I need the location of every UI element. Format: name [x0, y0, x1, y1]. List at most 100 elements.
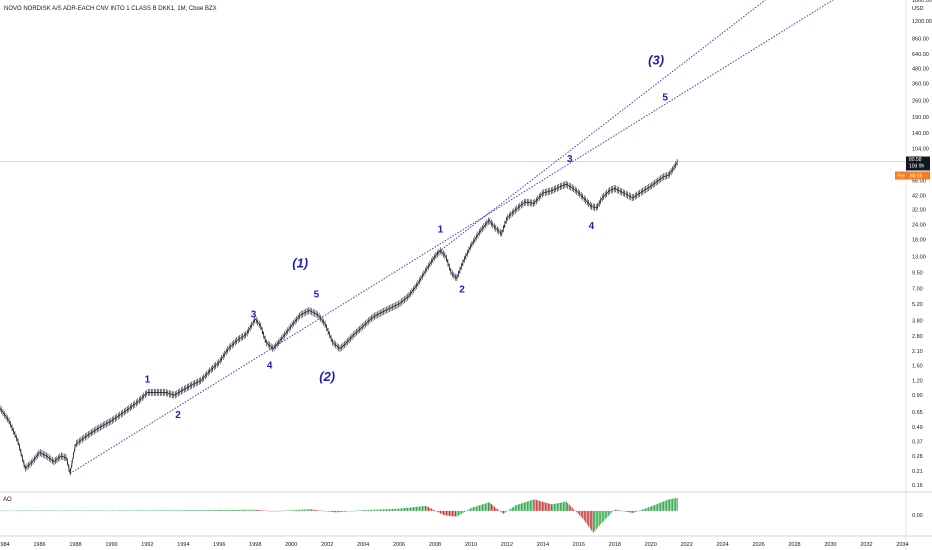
ao-bar [570, 506, 572, 511]
y-tick-label: 0.21 [912, 469, 923, 475]
ao-bar [558, 503, 560, 511]
ao-bar [395, 508, 396, 511]
price-series-line [0, 161, 678, 474]
ao-bar [565, 501, 567, 511]
ao-bar [192, 510, 194, 511]
x-axis[interactable]: 1984 1986 1988 1990 1992 1994 1996 1998 2000 2002… [0, 542, 909, 548]
ao-bar [556, 503, 558, 511]
ao-bar [339, 510, 341, 512]
ao-bar [215, 510, 217, 511]
ao-bar [389, 509, 390, 511]
ao-bar [329, 510, 331, 512]
wave-label: 1 [145, 375, 151, 386]
ao-bar [347, 510, 348, 512]
x-tick-label: 2014 [537, 542, 549, 548]
ao-bar [490, 504, 492, 511]
ao-bar [135, 510, 137, 511]
ao-bar [191, 510, 193, 511]
last-price-tag: 80.58 10d 9h [906, 156, 930, 171]
ao-bar [387, 509, 389, 511]
ao-bar [236, 509, 238, 511]
ao-bar [508, 509, 510, 511]
ao-bar [306, 509, 308, 511]
ao-bar [588, 510, 590, 527]
ao-bar [207, 510, 209, 511]
ao-bar [432, 509, 434, 511]
x-tick-label: 1996 [213, 542, 225, 548]
wave-label: 2 [175, 410, 181, 421]
ao-bar [510, 508, 512, 511]
x-tick-label: 2026 [752, 542, 764, 548]
ao-bar [176, 510, 178, 511]
x-tick-label: 2028 [788, 542, 800, 548]
ao-bar [377, 509, 378, 511]
y-tick-label: 9.50 [912, 271, 923, 277]
ao-bar [179, 510, 181, 511]
trendline-2[interactable] [436, 0, 766, 254]
ao-bar [248, 509, 250, 511]
ao-bar [200, 510, 202, 511]
ao-bar [177, 510, 179, 511]
ao-bar [255, 509, 257, 511]
ao-bar [125, 510, 127, 511]
ao-bar [312, 509, 314, 511]
ao-bar [604, 510, 606, 520]
ao-bar [440, 510, 441, 514]
ao-bar [493, 506, 495, 511]
ao-bar [213, 510, 215, 511]
y-tick-label: 104.00 [912, 146, 929, 152]
ao-bar [438, 510, 440, 513]
ao-bar [649, 506, 651, 511]
ao-bar [492, 505, 494, 511]
y-tick-label: 0.49 [912, 425, 923, 431]
ao-bar [532, 499, 534, 511]
main-pane[interactable]: 1 2 3 4 5 (1) (2) 1 2 3 4 5 (3) [0, 0, 906, 476]
ao-bar [468, 509, 470, 511]
ao-bar [201, 510, 203, 511]
ao-bar [453, 510, 455, 517]
trendline-1[interactable] [69, 0, 834, 474]
ao-bar [495, 507, 497, 511]
ao-bar [419, 506, 420, 511]
ao-bar [461, 510, 462, 514]
ao-bar [646, 507, 648, 511]
last-price-value: 80.58 [909, 157, 922, 163]
y-tick-label: 1200.00 [912, 19, 932, 25]
ao-bar [290, 510, 292, 511]
ao-bar [447, 510, 449, 516]
ao-bar [485, 503, 486, 511]
ao-bar [594, 510, 596, 531]
ao-bar [423, 506, 425, 511]
ao-bar [246, 509, 248, 511]
ao-bar [198, 510, 200, 511]
y-tick-label: 0.90 [912, 393, 923, 399]
ao-bar [408, 507, 410, 511]
ao-bar [375, 509, 377, 511]
ao-bar [450, 510, 452, 516]
ao-bar [155, 510, 157, 511]
wave-label: (3) [648, 53, 664, 68]
ao-bar [374, 509, 375, 511]
ao-bar [654, 505, 656, 511]
x-tick-label: 1994 [177, 542, 189, 548]
ao-bar [185, 510, 187, 511]
ao-bar [675, 498, 677, 511]
ao-bar [597, 510, 599, 528]
ao-bar [618, 510, 620, 511]
ao-bar [338, 510, 340, 513]
ao-bar [257, 509, 259, 511]
ao-bar [252, 509, 254, 511]
ao-bar [294, 510, 296, 511]
indicator-pane[interactable]: AO 0.00 [0, 497, 923, 533]
wave-label: (1) [292, 256, 308, 271]
wave-label: 4 [267, 361, 273, 372]
ao-bar [210, 510, 212, 511]
ao-bar [165, 510, 167, 511]
y-axis[interactable]: 1800.00 1200.00 860.00 640.00 480.00 360.00 26… [912, 0, 932, 489]
ao-bar [426, 506, 428, 511]
ao-bar [413, 507, 414, 511]
ao-bar [648, 507, 650, 511]
chart-title: NOVO NORDISK A/S ADR-EACH CNV INTO 1 CLA… [4, 6, 217, 12]
x-tick-label: 2016 [573, 542, 585, 548]
